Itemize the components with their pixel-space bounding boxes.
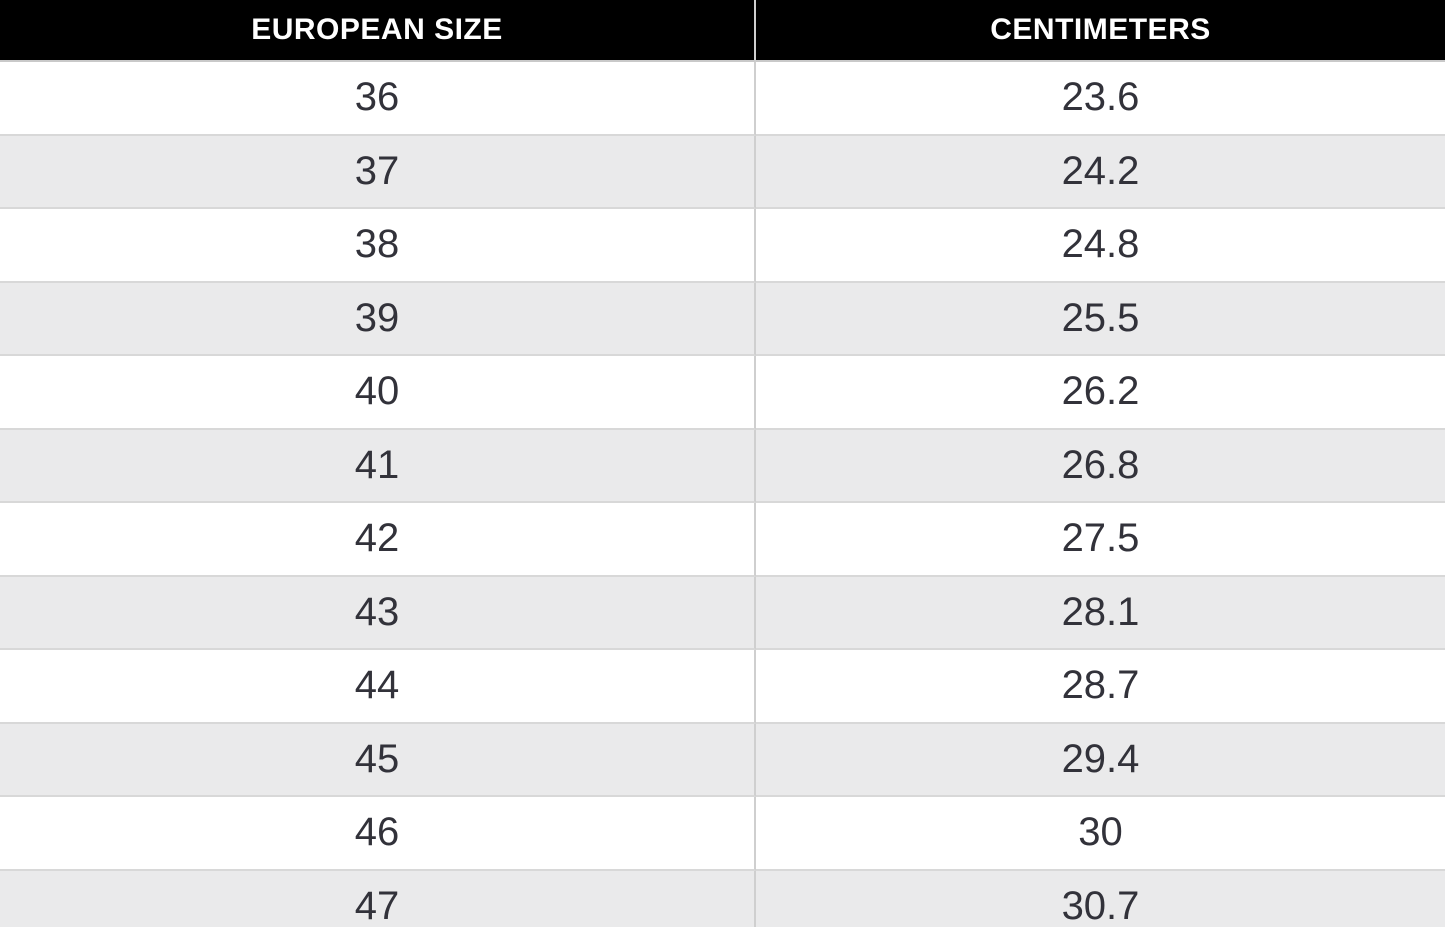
table-header: EUROPEAN SIZE CENTIMETERS [0,0,1445,62]
eu-size-cell: 47 [0,870,756,927]
eu-size-cell: 44 [0,650,756,724]
column-header-centimeters: CENTIMETERS [756,0,1445,62]
table-row: 47 30.7 [0,870,1445,927]
eu-size-cell: 40 [0,356,756,430]
eu-size-cell: 39 [0,282,756,356]
table-row: 43 28.1 [0,576,1445,650]
table-body: 36 23.6 37 24.2 38 24.8 39 25.5 40 26.2 41 26.8 42 27… [0,62,1445,927]
table-row: 36 23.6 [0,62,1445,136]
table-row: 44 28.7 [0,650,1445,724]
table-row: 38 24.8 [0,209,1445,283]
cm-value-cell: 27.5 [756,503,1445,577]
cm-value-cell: 30 [756,797,1445,871]
eu-size-cell: 41 [0,429,756,503]
cm-value-cell: 24.8 [756,209,1445,283]
cm-value-cell: 30.7 [756,871,1445,927]
table-row: 39 25.5 [0,282,1445,356]
cm-value-cell: 28.1 [756,577,1445,650]
column-header-european-size: EUROPEAN SIZE [0,0,756,62]
eu-size-cell: 37 [0,135,756,209]
header-row: EUROPEAN SIZE CENTIMETERS [0,0,1445,62]
table-row: 37 24.2 [0,135,1445,209]
cm-value-cell: 25.5 [756,283,1445,356]
eu-size-cell: 38 [0,209,756,283]
eu-size-cell: 45 [0,723,756,797]
eu-size-cell: 43 [0,576,756,650]
cm-value-cell: 24.2 [756,136,1445,209]
cm-value-cell: 26.2 [756,356,1445,430]
cm-value-cell: 29.4 [756,724,1445,797]
table-row: 41 26.8 [0,429,1445,503]
table-row: 46 30 [0,797,1445,871]
cm-value-cell: 23.6 [756,62,1445,136]
table-row: 40 26.2 [0,356,1445,430]
cm-value-cell: 28.7 [756,650,1445,724]
eu-size-cell: 46 [0,797,756,871]
cm-value-cell: 26.8 [756,430,1445,503]
eu-size-cell: 36 [0,62,756,136]
eu-size-cell: 42 [0,503,756,577]
table-row: 42 27.5 [0,503,1445,577]
table-row: 45 29.4 [0,723,1445,797]
